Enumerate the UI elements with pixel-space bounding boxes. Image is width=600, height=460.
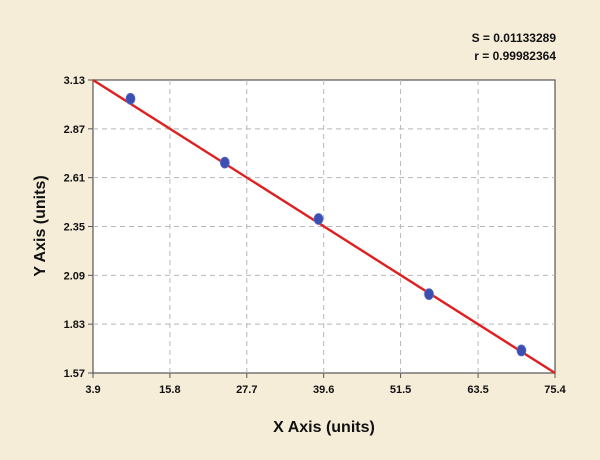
x-tick-label: 39.6 [313, 384, 334, 396]
y-tick-label: 2.61 [64, 173, 85, 185]
x-tick-label: 51.5 [390, 384, 411, 396]
x-tick-label: 27.7 [236, 384, 257, 396]
y-tick-labels: 3.13 2.87 2.61 2.35 2.09 1.83 1.57 [64, 75, 93, 380]
x-axis-label: X Axis (units) [273, 419, 375, 436]
y-tick-label: 2.09 [64, 270, 85, 282]
x-tick-label: 63.5 [467, 384, 488, 396]
data-point [313, 213, 324, 225]
plot-area-group [92, 78, 556, 375]
data-point [424, 288, 434, 301]
data-points-layer [125, 92, 527, 357]
x-tick-label: 15.8 [159, 384, 180, 396]
y-tick-label: 2.35 [64, 222, 85, 234]
x-tick-labels: 3.9 15.8 27.7 39.6 51.5 63.5 75.4 [85, 373, 567, 396]
y-axis-label: Y Axis (units) [32, 175, 49, 276]
data-point [516, 344, 527, 357]
data-point [125, 92, 136, 105]
x-tick-label: 75.4 [544, 384, 566, 396]
y-tick-label: 3.13 [64, 75, 85, 87]
x-tick-label: 3.9 [85, 384, 100, 396]
y-tick-label: 1.83 [64, 319, 85, 331]
fit-line [92, 78, 556, 375]
y-tick-label: 2.87 [64, 124, 85, 136]
y-tick-label: 1.57 [64, 368, 85, 380]
data-point [219, 156, 230, 169]
stat-r-annotation: r = 0.99982364 [474, 49, 556, 63]
fit-line-layer [92, 78, 556, 375]
stat-s-annotation: S = 0.01133289 [472, 31, 557, 45]
